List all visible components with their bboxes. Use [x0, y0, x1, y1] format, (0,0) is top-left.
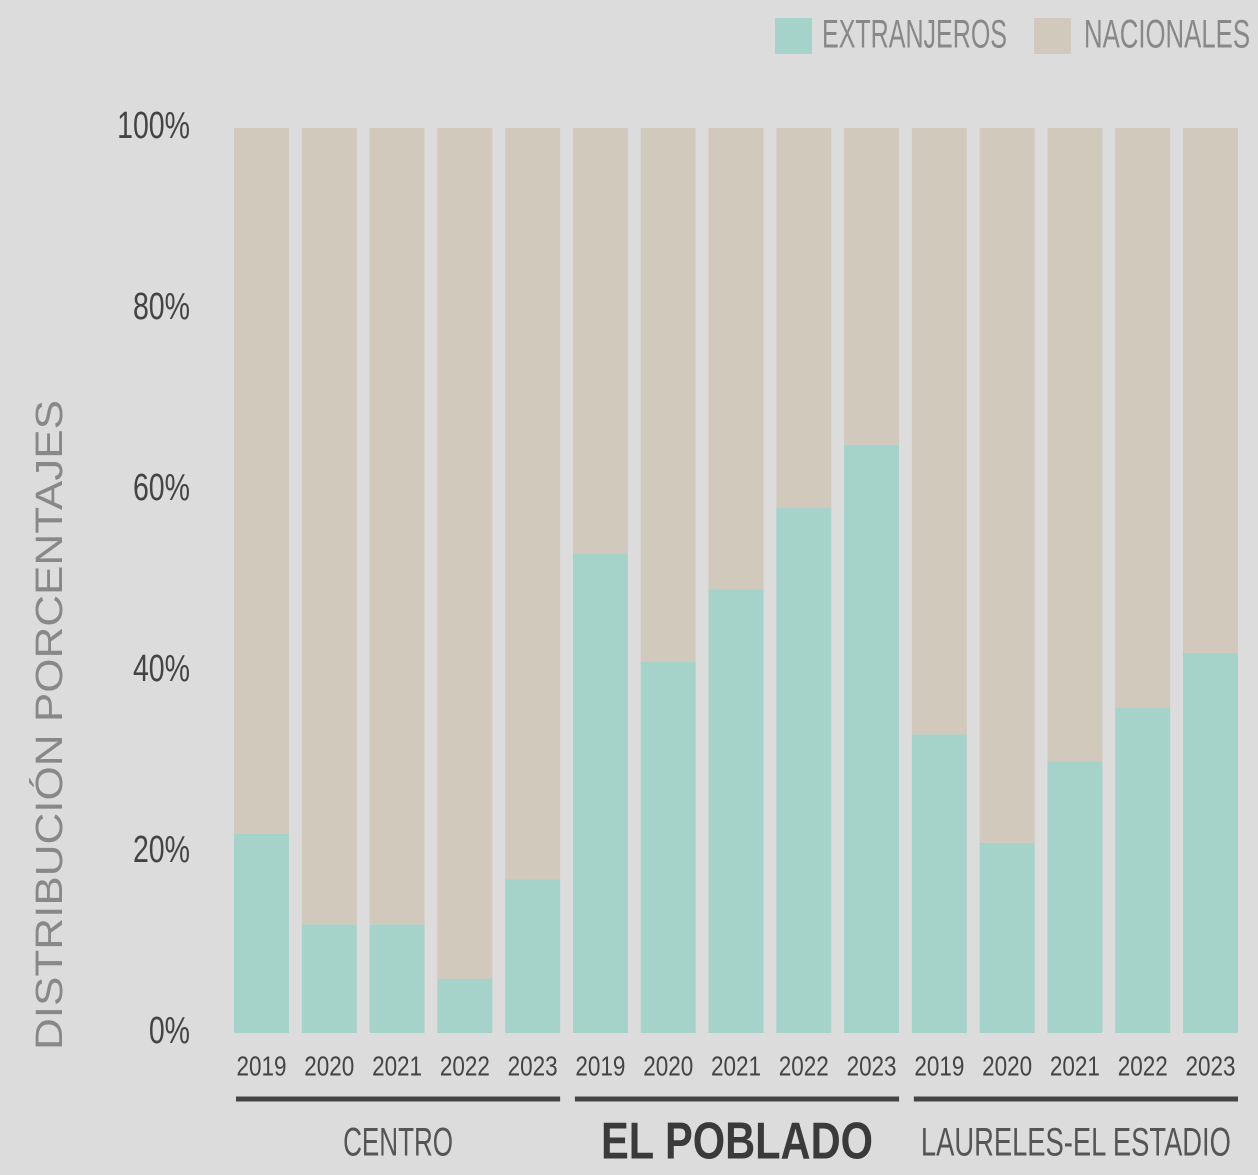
y-tick-label: 80%	[133, 286, 190, 328]
bar-segment	[708, 128, 764, 590]
bar-segment	[1047, 761, 1103, 1033]
bar-segment	[572, 128, 628, 554]
bar-segment	[369, 128, 425, 925]
bar-segment	[1115, 707, 1171, 1033]
bar-segment	[911, 734, 967, 1033]
x-tick-label: 2023	[1186, 1050, 1236, 1081]
x-tick-label: 2021	[372, 1050, 422, 1081]
group-label: CENTRO	[343, 1121, 453, 1165]
x-tick-label: 2021	[711, 1050, 761, 1081]
legend-swatch	[775, 18, 812, 54]
bar-segment	[776, 128, 832, 509]
bar-segment	[1183, 128, 1238, 653]
group-label: LAURELES-EL ESTADIO	[921, 1121, 1231, 1165]
x-tick-label: 2019	[914, 1050, 964, 1081]
bar-segment	[1183, 652, 1238, 1033]
x-tick-label: 2019	[237, 1050, 287, 1081]
bar-segment	[301, 128, 357, 925]
x-tick-label: 2023	[847, 1050, 897, 1081]
y-tick-label: 20%	[133, 829, 190, 871]
bar-segment	[708, 589, 764, 1033]
bar-segment	[505, 128, 561, 880]
x-tick-label: 2022	[1118, 1050, 1168, 1081]
bar-segment	[301, 924, 357, 1033]
bar-segment	[572, 553, 628, 1033]
bar-segment	[979, 128, 1035, 843]
bar-segment	[776, 508, 832, 1034]
bar-segment	[369, 924, 425, 1033]
y-axis-label: DISTRIBUCIÓN PORCENTAJES	[28, 400, 71, 1050]
legend-label: NACIONALES	[1084, 13, 1250, 57]
bar-segment	[234, 128, 289, 834]
x-tick-label: 2020	[643, 1050, 693, 1081]
x-tick-label: 2022	[779, 1050, 829, 1081]
bar-segment	[911, 128, 967, 735]
y-tick-label: 100%	[117, 105, 190, 147]
bar-segment	[844, 444, 900, 1033]
group-label: EL POBLADO	[601, 1113, 873, 1171]
x-tick-label: 2021	[1050, 1050, 1100, 1081]
bar-segment	[1115, 128, 1171, 708]
x-tick-label: 2019	[575, 1050, 625, 1081]
y-tick-label: 0%	[149, 1010, 190, 1052]
legend-label: EXTRANJEROS	[822, 13, 1007, 57]
x-tick-label: 2020	[304, 1050, 354, 1081]
x-tick-label: 2020	[982, 1050, 1032, 1081]
y-tick-label: 60%	[133, 467, 190, 509]
bar-segment	[844, 128, 900, 445]
bar-segment	[640, 661, 696, 1033]
bar-segment	[505, 879, 561, 1033]
y-tick-label: 40%	[133, 648, 190, 690]
x-tick-label: 2022	[440, 1050, 490, 1081]
bar-segment	[437, 978, 493, 1033]
bar-segment	[1047, 128, 1103, 762]
bar-segment	[437, 128, 493, 979]
x-tick-label: 2023	[508, 1050, 558, 1081]
legend-swatch	[1034, 18, 1071, 54]
bar-segment	[979, 842, 1035, 1033]
bar-segment	[234, 833, 289, 1033]
bar-segment	[640, 128, 696, 662]
